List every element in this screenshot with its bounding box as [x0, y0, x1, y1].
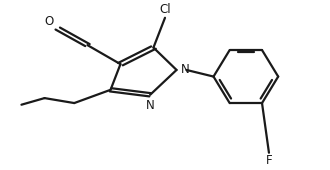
- Text: O: O: [45, 15, 54, 28]
- Text: F: F: [266, 154, 272, 167]
- Text: N: N: [181, 63, 190, 76]
- Text: Cl: Cl: [159, 3, 171, 16]
- Text: N: N: [146, 99, 154, 112]
